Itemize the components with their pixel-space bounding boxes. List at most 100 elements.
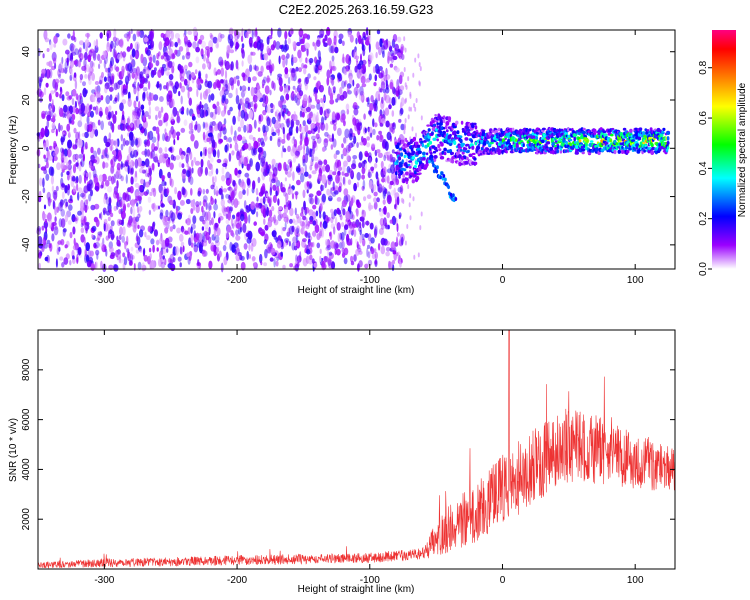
- noise-cell: [48, 93, 52, 102]
- noise-cell: [190, 242, 194, 248]
- signal-cell: [398, 175, 401, 179]
- noise-cell: [116, 256, 120, 261]
- noise-cell: [356, 241, 359, 249]
- noise-cell: [174, 33, 180, 39]
- top-x-axis-label: Height of straight line (km): [298, 285, 415, 296]
- noise-cell: [326, 188, 331, 196]
- noise-cell: [96, 97, 102, 103]
- noise-cell: [72, 226, 76, 235]
- noise-cell: [66, 110, 71, 120]
- signal-cell: [651, 146, 656, 151]
- noise-cell: [315, 82, 319, 91]
- noise-cell: [359, 90, 365, 98]
- noise-cell: [310, 122, 316, 129]
- noise-cell: [343, 247, 349, 256]
- noise-cell: [188, 130, 193, 135]
- noise-cell: [306, 145, 309, 156]
- noise-cell: [260, 167, 264, 173]
- noise-cell: [273, 257, 276, 268]
- noise-cell: [164, 258, 167, 266]
- noise-cell: [151, 69, 157, 76]
- noise-cell: [164, 237, 170, 247]
- noise-cell: [361, 209, 366, 219]
- noise-cell: [207, 48, 211, 54]
- noise-cell: [206, 57, 210, 65]
- noise-cell: [70, 120, 75, 125]
- noise-cell: [143, 254, 148, 262]
- noise-cell: [211, 121, 216, 126]
- signal-cell: [533, 141, 538, 145]
- noise-cell: [307, 96, 310, 104]
- noise-cell: [227, 211, 231, 221]
- noise-cell: [74, 48, 79, 56]
- noise-cell: [334, 46, 339, 54]
- noise-cell: [138, 209, 141, 215]
- noise-cell: [240, 47, 244, 54]
- noise-cell: [371, 143, 376, 148]
- noise-cell: [393, 87, 397, 96]
- noise-cell: [257, 147, 263, 153]
- noise-cell: [418, 80, 421, 86]
- noise-cell: [113, 264, 119, 272]
- noise-cell: [389, 154, 393, 160]
- noise-cell: [60, 151, 63, 158]
- signal-cell: [407, 152, 412, 157]
- noise-cell: [193, 230, 196, 238]
- noise-cell: [212, 103, 216, 110]
- noise-cell: [127, 251, 131, 262]
- noise-cell: [324, 108, 330, 119]
- signal-cell: [526, 148, 530, 153]
- noise-cell: [151, 142, 156, 153]
- noise-cell: [159, 250, 163, 260]
- noise-cell: [274, 111, 278, 117]
- noise-cell: [135, 216, 140, 222]
- noise-cell: [346, 109, 350, 115]
- noise-cell: [41, 225, 45, 231]
- noise-cell: [73, 72, 77, 78]
- signal-cell: [432, 137, 437, 141]
- noise-cell: [175, 131, 181, 137]
- noise-cell: [172, 62, 175, 67]
- noise-cell: [63, 148, 69, 157]
- noise-cell: [94, 156, 100, 165]
- noise-cell: [106, 152, 110, 161]
- x-tick-label: -100: [360, 275, 380, 286]
- noise-cell: [198, 241, 202, 252]
- signal-cell: [442, 115, 446, 118]
- noise-cell: [342, 176, 346, 185]
- noise-cell: [105, 147, 108, 154]
- noise-cell: [403, 123, 406, 129]
- signal-cell: [429, 121, 433, 126]
- noise-cell: [120, 134, 124, 142]
- noise-cell: [152, 54, 156, 63]
- noise-cell: [64, 113, 67, 118]
- noise-cell: [99, 213, 101, 219]
- signal-cell: [421, 143, 425, 148]
- noise-cell: [247, 54, 253, 65]
- noise-cell: [317, 172, 323, 182]
- noise-cell: [179, 82, 182, 89]
- noise-cell: [225, 171, 231, 181]
- noise-cell: [284, 238, 290, 243]
- noise-cell: [66, 57, 69, 67]
- noise-cell: [262, 183, 266, 191]
- noise-cell: [375, 90, 381, 101]
- noise-cell: [288, 240, 291, 247]
- noise-cell: [262, 109, 267, 116]
- noise-cell: [398, 118, 402, 123]
- noise-cell: [108, 196, 112, 207]
- noise-cell: [347, 63, 351, 70]
- noise-cell: [163, 186, 166, 195]
- noise-cell: [209, 205, 213, 211]
- noise-cell: [64, 184, 68, 194]
- signal-cell: [578, 139, 582, 143]
- noise-cell: [79, 113, 82, 123]
- noise-cell: [273, 219, 279, 226]
- noise-cell: [283, 148, 287, 153]
- noise-cell: [290, 71, 295, 81]
- noise-cell: [204, 148, 207, 157]
- noise-cell: [107, 175, 113, 182]
- noise-cell: [342, 40, 345, 46]
- noise-cell: [118, 234, 122, 241]
